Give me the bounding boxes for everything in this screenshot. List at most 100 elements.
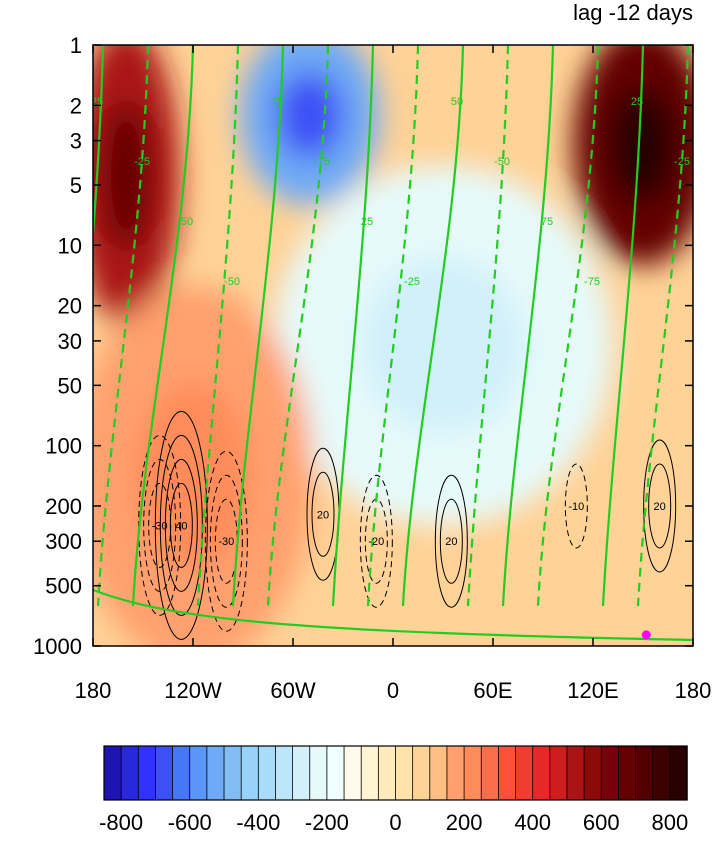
- contour-label: 20: [317, 509, 329, 521]
- contour-line: [648, 463, 672, 549]
- x-axis: 180 120W 60W 0 60E 120E 180: [75, 45, 712, 703]
- contour-line: [359, 474, 393, 608]
- green-contour-label: -75: [584, 276, 600, 288]
- y-tick-label: 50: [58, 373, 82, 398]
- contour-line: [564, 463, 588, 549]
- colorbar-swatch: [395, 745, 414, 801]
- green-contour-line: [93, 45, 105, 249]
- green-contour-line: [96, 45, 150, 607]
- green-contour-line: [231, 45, 285, 607]
- colorbar-swatch: [549, 745, 568, 801]
- x-tick-label: 180: [75, 678, 112, 703]
- colorbar-tick-label: 800: [651, 810, 688, 835]
- colorbar-swatch: [377, 745, 397, 801]
- contour-label: 20: [654, 501, 666, 513]
- colorbar-swatch: [446, 745, 465, 801]
- colorbar-swatch: [566, 745, 585, 801]
- colorbar-swatch: [120, 745, 139, 801]
- y-tick-label: 30: [58, 329, 82, 354]
- green-contour-line: [501, 45, 555, 607]
- chart-title: lag -12 days: [573, 0, 693, 25]
- colorbar-swatch: [600, 745, 620, 801]
- contour-lines: [138, 410, 677, 640]
- colorbar-tick-label: 600: [583, 810, 620, 835]
- green-contour-label: -75: [314, 156, 330, 168]
- x-tick-label: 120W: [164, 678, 222, 703]
- green-contour-label: 75: [271, 96, 283, 108]
- y-tick-label: 1000: [33, 634, 82, 659]
- colorbar-tick-label: -600: [168, 810, 212, 835]
- colorbar-swatch: [429, 745, 448, 801]
- y-axis: 1 2 3 5 10 20 30 50 100 200 300 500 1000: [33, 33, 693, 659]
- colorbar-swatch: [189, 745, 208, 801]
- colorbar-tick-label: 400: [514, 810, 551, 835]
- green-contour-line: [601, 45, 645, 607]
- y-tick-label: 3: [70, 129, 82, 154]
- contour-line: [154, 410, 208, 640]
- green-contour-label: 25: [361, 216, 373, 228]
- colorbar-swatch: [137, 745, 157, 801]
- x-tick-label: 0: [387, 678, 399, 703]
- y-tick-label: 2: [70, 93, 82, 118]
- colorbar: -800 -600 -400 -200 0 200 400 600 800: [99, 745, 688, 835]
- y-tick-label: 500: [45, 574, 82, 599]
- field-core-negative-midband: [360, 257, 526, 434]
- y-tick-label: 10: [58, 233, 82, 258]
- green-contour-label: -25: [404, 276, 420, 288]
- colorbar-swatch: [618, 745, 637, 801]
- contour-line: [439, 498, 463, 584]
- green-contour-line: [401, 45, 465, 607]
- green-contour-label: -50: [224, 276, 240, 288]
- contour-label: -30: [152, 520, 168, 532]
- green-contour-label: -25: [674, 156, 690, 168]
- colorbar-swatch: [223, 745, 242, 801]
- y-tick-label: 5: [70, 173, 82, 198]
- colorbar-swatch: [635, 745, 654, 801]
- colorbar-frame: [103, 745, 688, 801]
- colorbar-swatch: [103, 745, 122, 801]
- green-contour-line: [266, 45, 330, 607]
- colorbar-swatch: [669, 745, 688, 801]
- field-blobs: [93, 45, 693, 646]
- colorbar-tick-label: 200: [446, 810, 483, 835]
- colorbar-swatch: [497, 745, 517, 801]
- colorbar-tick-label: -200: [305, 810, 349, 835]
- contour-label: -20: [368, 536, 384, 548]
- contour-line: [434, 474, 468, 608]
- contour-line: [311, 471, 335, 557]
- colorbar-swatch: [480, 745, 500, 801]
- green-contour-label: -25: [134, 156, 150, 168]
- filled-field: [93, 45, 693, 646]
- field-core-positive-lower-west: [135, 382, 251, 569]
- green-contour-lines: [93, 45, 693, 642]
- colorbar-swatch: [515, 745, 534, 801]
- colorbar-swatch: [275, 745, 294, 801]
- green-contour-line: [131, 45, 195, 607]
- colorbar-swatch: [240, 745, 260, 801]
- colorbar-swatch: [652, 745, 671, 801]
- field-core-positive-northeast: [610, 87, 676, 204]
- contour-labels: -30 40 -30 20 -20 20 -10 20 25 -25 50 -50 75 -75 25 -25…: [91, 96, 690, 640]
- x-tick-label: 60W: [270, 678, 315, 703]
- x-tick-label: 180: [675, 678, 712, 703]
- contour-line: [169, 482, 193, 568]
- colorbar-tick-label: 0: [389, 810, 401, 835]
- green-contour-line: [331, 45, 375, 607]
- green-contour-label: 25: [91, 96, 103, 108]
- green-contour-line: [636, 45, 690, 607]
- green-contour-label: 25: [631, 96, 643, 108]
- x-tick-label: 60E: [473, 678, 512, 703]
- contour-label: 40: [175, 520, 187, 532]
- green-contour-label: -50: [494, 156, 510, 168]
- green-contour-line: [93, 588, 693, 642]
- colorbar-swatch: [360, 745, 380, 801]
- colorbar-swatch: [309, 745, 328, 801]
- contour-line: [204, 450, 248, 632]
- y-tick-label: 200: [45, 494, 82, 519]
- green-contour-line: [366, 45, 420, 607]
- contour-line: [164, 458, 198, 592]
- green-contour-label: 75: [541, 216, 553, 228]
- colorbar-swatch: [463, 745, 482, 801]
- contour-line: [209, 474, 243, 608]
- marker-dot: [641, 630, 651, 640]
